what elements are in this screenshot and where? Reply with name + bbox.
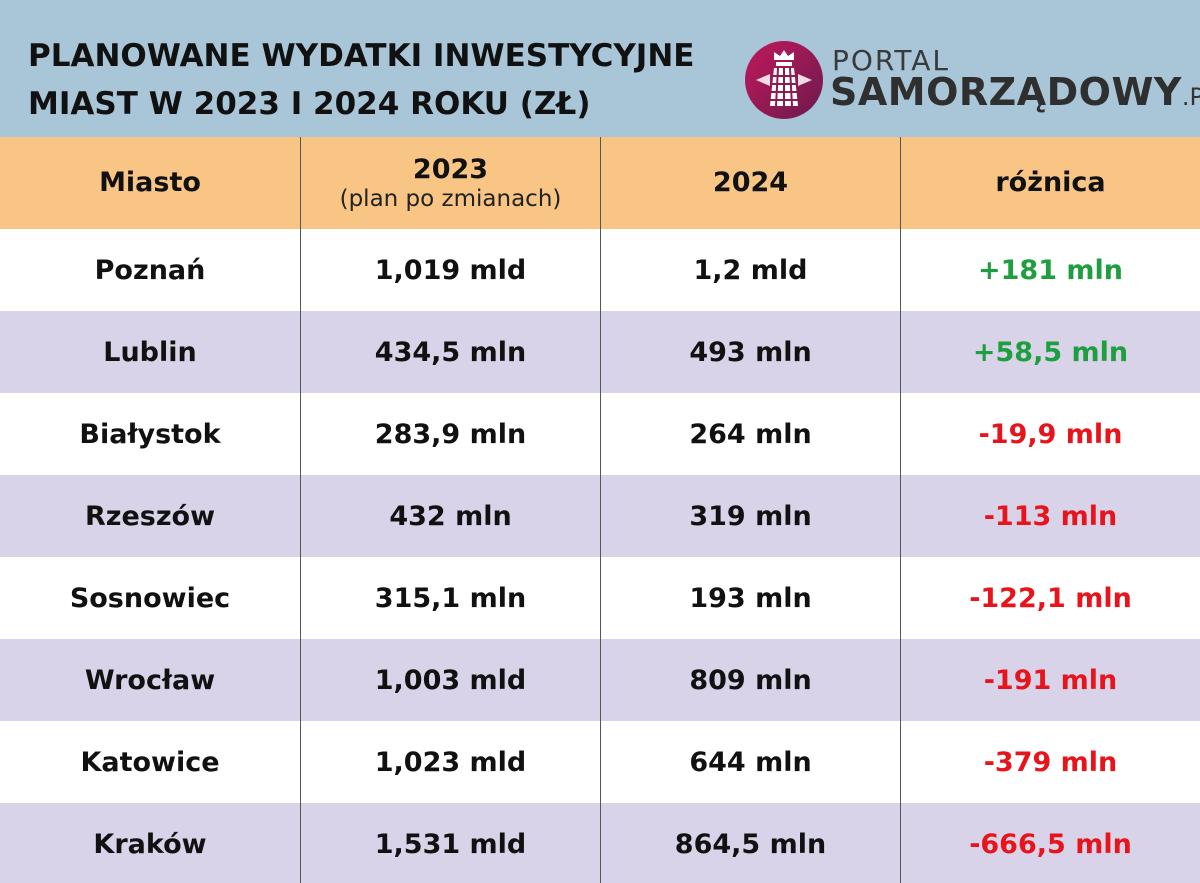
- cell-2023: 1,023 mld: [300, 721, 600, 803]
- header-band: PLANOWANE WYDATKI INWESTYCYJNE MIAST W 2…: [0, 0, 1200, 137]
- column-header-2023-label: 2023: [412, 154, 489, 185]
- column-header-city-label: Miasto: [99, 167, 201, 198]
- table-row: Kraków 1,531 mld 864,5 mln -666,5 mln: [0, 803, 1200, 883]
- cell-2023: 283,9 mln: [300, 393, 600, 475]
- cell-diff: -19,9 mln: [900, 393, 1200, 475]
- portal-logo: PORTAL SAMORZĄDOWY.PL: [744, 40, 1200, 120]
- title-line-2: MIAST W 2023 I 2024 ROKU (ZŁ): [28, 86, 591, 122]
- cell-2024: 864,5 mln: [600, 803, 900, 883]
- column-header-city: Miasto: [0, 137, 300, 229]
- cell-2024: 264 mln: [600, 393, 900, 475]
- cell-2024: 1,2 mld: [600, 229, 900, 311]
- cell-2024: 644 mln: [600, 721, 900, 803]
- cell-diff: +181 mln: [900, 229, 1200, 311]
- cell-2024: 193 mln: [600, 557, 900, 639]
- cell-city: Wrocław: [84, 664, 216, 696]
- logo-text-samorzadowy: SAMORZĄDOWY: [830, 70, 1182, 114]
- cell-city: Lublin: [103, 336, 197, 368]
- logo-text-portal: PORTAL: [832, 44, 951, 77]
- table-row: Sosnowiec 315,1 mln 193 mln -122,1 mln: [0, 557, 1200, 639]
- cell-city: Białystok: [79, 418, 221, 450]
- cell-2024: 493 mln: [600, 311, 900, 393]
- investment-table: Miasto 2023 (plan po zmianach) 2024 różn…: [0, 137, 1200, 883]
- cell-2023: 1,531 mld: [300, 803, 600, 883]
- column-header-2023-sublabel: (plan po zmianach): [339, 186, 562, 212]
- cell-city: Poznań: [94, 254, 206, 286]
- table-row: Wrocław 1,003 mld 809 mln -191 mln: [0, 639, 1200, 721]
- table-row: Poznań 1,019 mld 1,2 mld +181 mln: [0, 229, 1200, 311]
- cell-city: Sosnowiec: [69, 582, 231, 614]
- cell-2023: 432 mln: [300, 475, 600, 557]
- cell-2023: 1,003 mld: [300, 639, 600, 721]
- table-row: Lublin 434,5 mln 493 mln +58,5 mln: [0, 311, 1200, 393]
- column-header-2023: 2023 (plan po zmianach): [300, 137, 600, 229]
- table-row: Rzeszów 432 mln 319 mln -113 mln: [0, 475, 1200, 557]
- logo-text-main: SAMORZĄDOWY.PL: [830, 70, 1200, 114]
- cell-2024: 809 mln: [600, 639, 900, 721]
- logo-text-suffix: .PL: [1181, 83, 1200, 111]
- table-row: Katowice 1,023 mld 644 mln -379 mln: [0, 721, 1200, 803]
- column-header-diff: różnica: [900, 137, 1200, 229]
- cell-city: Katowice: [80, 746, 220, 778]
- cell-2023: 315,1 mln: [300, 557, 600, 639]
- cell-2023: 434,5 mln: [300, 311, 600, 393]
- cell-city: Rzeszów: [84, 500, 216, 532]
- cell-2023: 1,019 mld: [300, 229, 600, 311]
- cell-diff: -379 mln: [900, 721, 1200, 803]
- cell-diff: +58,5 mln: [900, 311, 1200, 393]
- table-body: Poznań 1,019 mld 1,2 mld +181 mln Lublin 434,…: [0, 229, 1200, 883]
- cell-diff: -122,1 mln: [900, 557, 1200, 639]
- column-header-2024: 2024: [600, 137, 900, 229]
- cell-diff: -113 mln: [900, 475, 1200, 557]
- cell-diff: -666,5 mln: [900, 803, 1200, 883]
- table-row: Białystok 283,9 mln 264 mln -19,9 mln: [0, 393, 1200, 475]
- portal-samorzadowy-emblem-icon: [745, 41, 823, 119]
- column-header-2024-label: 2024: [712, 167, 789, 198]
- cell-2024: 319 mln: [600, 475, 900, 557]
- cell-city: Kraków: [93, 828, 207, 860]
- table-header-row: Miasto 2023 (plan po zmianach) 2024 różn…: [0, 137, 1200, 229]
- column-header-diff-label: różnica: [995, 167, 1106, 198]
- title-line-1: PLANOWANE WYDATKI INWESTYCYJNE: [28, 38, 695, 74]
- cell-diff: -191 mln: [900, 639, 1200, 721]
- page-title: PLANOWANE WYDATKI INWESTYCYJNE MIAST W 2…: [28, 32, 748, 128]
